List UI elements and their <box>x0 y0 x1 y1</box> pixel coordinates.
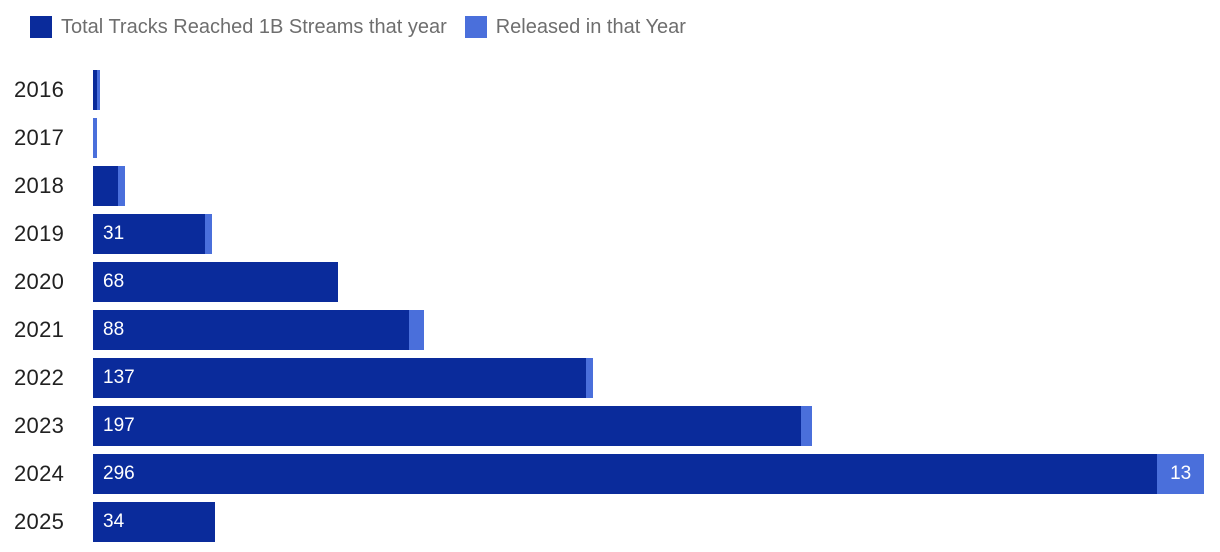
year-tick-label: 2020 <box>14 269 65 294</box>
bar-segment-total-tracks: 296 <box>93 454 1158 494</box>
bar-segment-total-tracks <box>93 70 97 110</box>
bar-track <box>93 118 1220 158</box>
bar-track: 68 <box>93 262 1220 302</box>
bar-track <box>93 166 1220 206</box>
bar-segment-released <box>96 70 101 110</box>
year-tick-label: 2022 <box>14 365 65 390</box>
chart-row: 2020 68 <box>0 258 1220 306</box>
bar-segment-released <box>409 310 424 350</box>
bar-segment-released <box>93 118 97 158</box>
chart-row: 2018 <box>0 162 1220 210</box>
chart-legend: Total Tracks Reached 1B Streams that yea… <box>0 0 1220 39</box>
bar-segment-total-tracks: 68 <box>93 262 338 302</box>
year-tick-label: 2024 <box>14 461 65 486</box>
bar-segment-total-tracks: 31 <box>93 214 205 254</box>
chart-row: 2017 <box>0 114 1220 162</box>
year-tick-label: 2025 <box>14 509 65 534</box>
legend-item-total-tracks: Total Tracks Reached 1B Streams that yea… <box>30 16 447 38</box>
bar-track: 296 13 <box>93 454 1220 494</box>
bar-value-label: 68 <box>103 271 125 292</box>
bar-segment-released <box>585 358 593 398</box>
chart-row: 2019 31 <box>0 210 1220 258</box>
year-tick-label: 2016 <box>14 77 65 102</box>
year-tick-label: 2018 <box>14 173 65 198</box>
bar-value-label: 137 <box>103 367 135 388</box>
bar-segment-total-tracks: 197 <box>93 406 802 446</box>
bar-segment-released <box>801 406 813 446</box>
legend-swatch-released <box>464 16 487 38</box>
chart-rows: 2016 2017 2018 2019 31 2020 68 2021 88 2022 137 202… <box>0 66 1220 546</box>
year-tick-label: 2017 <box>14 125 65 150</box>
bar-track: 31 <box>93 214 1220 254</box>
chart-row: 2023 197 <box>0 402 1220 450</box>
legend-label-released: Released in that Year <box>495 16 686 38</box>
bar-track: 197 <box>93 406 1220 446</box>
bar-segment-total-tracks: 34 <box>93 502 216 542</box>
year-tick-label: 2021 <box>14 317 65 342</box>
bar-value-label: 13 <box>1170 463 1192 484</box>
year-tick-label: 2023 <box>14 413 65 438</box>
bar-segment-total-tracks: 137 <box>93 358 586 398</box>
bar-segment-total-tracks: 88 <box>93 310 410 350</box>
bar-value-label: 31 <box>103 223 125 244</box>
chart-row: 2022 137 <box>0 354 1220 402</box>
chart-row: 2016 <box>0 66 1220 114</box>
legend-swatch-total-tracks <box>30 16 52 38</box>
chart-row: 2025 34 <box>0 498 1220 546</box>
bar-track: 88 <box>93 310 1220 350</box>
bar-track: 34 <box>93 502 1220 542</box>
bar-track: 137 <box>93 358 1220 398</box>
bar-segment-released <box>204 214 212 254</box>
legend-label-total-tracks: Total Tracks Reached 1B Streams that yea… <box>61 16 447 38</box>
bar-value-label: 88 <box>103 319 125 340</box>
bar-segment-released: 13 <box>1157 454 1204 494</box>
bar-track <box>93 70 1220 110</box>
bar-segment-released <box>118 166 126 206</box>
bar-value-label: 296 <box>103 463 135 484</box>
bar-value-label: 197 <box>103 415 135 436</box>
bar-value-label: 34 <box>103 511 125 532</box>
legend-item-released: Released in that Year <box>464 16 686 38</box>
chart-row: 2021 88 <box>0 306 1220 354</box>
chart-row: 2024 296 13 <box>0 450 1220 498</box>
year-tick-label: 2019 <box>14 221 65 246</box>
bar-segment-total-tracks <box>93 166 119 206</box>
